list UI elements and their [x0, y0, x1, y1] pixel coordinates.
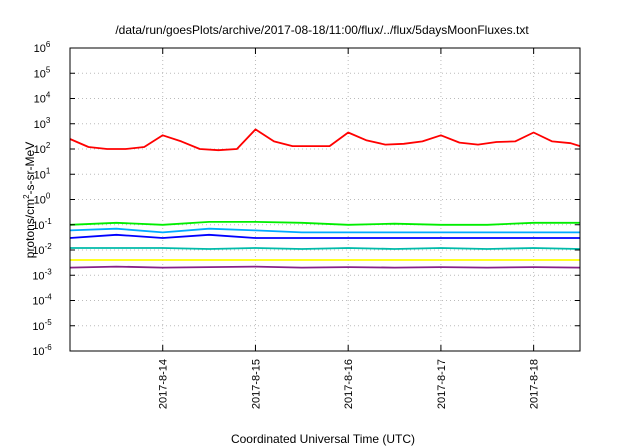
y-tick-base: 10	[34, 144, 46, 156]
series-line	[70, 247, 581, 250]
y-tick-exponent: 5	[46, 65, 51, 74]
y-tick-base: 10	[34, 94, 46, 106]
y-tick-exponent: 6	[46, 40, 51, 49]
y-tick-exponent: -2	[45, 242, 53, 251]
x-ticks: 2017-8-14 2017-8-15 2017-8-16 2017-8-17 2017…	[158, 48, 541, 409]
y-tick-base: 10	[32, 346, 44, 358]
y-tick-label: 102	[34, 141, 51, 156]
y-ticks: 10-610-510-410-310-210-11001011021031041…	[32, 40, 580, 358]
series-line	[69, 227, 580, 234]
x-axis-label: Coordinated Universal Time (UTC)	[231, 432, 415, 446]
y-tick-label: 10-3	[32, 267, 52, 282]
chart-title: /data/run/goesPlots/archive/2017-08-18/1…	[115, 23, 529, 37]
y-axis-label-prefix: protons/cm	[23, 199, 37, 258]
series-line	[69, 128, 581, 152]
x-tick-label: 2017-8-16	[343, 359, 355, 409]
series-line	[69, 220, 580, 226]
y-tick-base: 10	[32, 220, 44, 232]
y-tick-exponent: -5	[45, 318, 53, 327]
x-tick-label: 2017-8-18	[529, 359, 541, 409]
grid	[70, 47, 580, 352]
y-tick-exponent: -1	[45, 217, 53, 226]
y-tick-label: 10-5	[32, 318, 52, 333]
y-tick-label: 106	[34, 40, 51, 55]
x-tick-label: 2017-8-14	[158, 359, 170, 409]
y-tick-base: 10	[32, 245, 44, 257]
x-tick-label: 2017-8-15	[250, 359, 262, 409]
y-axis-label-superscript: 2	[22, 194, 31, 199]
y-tick-exponent: 1	[46, 166, 51, 175]
y-tick-exponent: -3	[45, 267, 53, 276]
y-tick-base: 10	[34, 68, 46, 80]
y-tick-base: 10	[32, 321, 44, 333]
y-tick-exponent: 2	[46, 141, 51, 150]
series-line	[69, 265, 581, 269]
y-tick-base: 10	[34, 169, 46, 181]
y-tick-base: 10	[32, 270, 44, 282]
series-line	[69, 233, 580, 239]
y-tick-base: 10	[32, 296, 44, 308]
y-tick-label: 101	[34, 166, 51, 181]
y-tick-base: 10	[34, 195, 46, 207]
y-tick-label: 104	[34, 91, 51, 106]
y-tick-label: 105	[34, 65, 51, 80]
y-tick-exponent: -6	[45, 343, 53, 352]
y-tick-exponent: -4	[45, 293, 53, 302]
y-tick-label: 100	[34, 192, 51, 207]
y-tick-base: 10	[34, 119, 46, 131]
series-group	[69, 128, 581, 269]
y-tick-exponent: 4	[46, 91, 51, 100]
x-tick-label: 2017-8-17	[436, 359, 448, 409]
y-axis-label-suffix: -s-sr-MeV	[23, 142, 37, 195]
y-tick-exponent: 0	[46, 192, 51, 201]
y-tick-label: 103	[34, 116, 51, 131]
y-tick-label: 10-2	[32, 242, 52, 257]
y-tick-label: 10-4	[32, 293, 52, 308]
y-tick-base: 10	[34, 43, 46, 55]
y-axis-label: protons/cm2-s-sr-MeV	[22, 142, 37, 258]
y-tick-label: 10-1	[32, 217, 52, 232]
y-tick-exponent: 3	[46, 116, 51, 125]
y-tick-label: 10-6	[32, 343, 52, 358]
